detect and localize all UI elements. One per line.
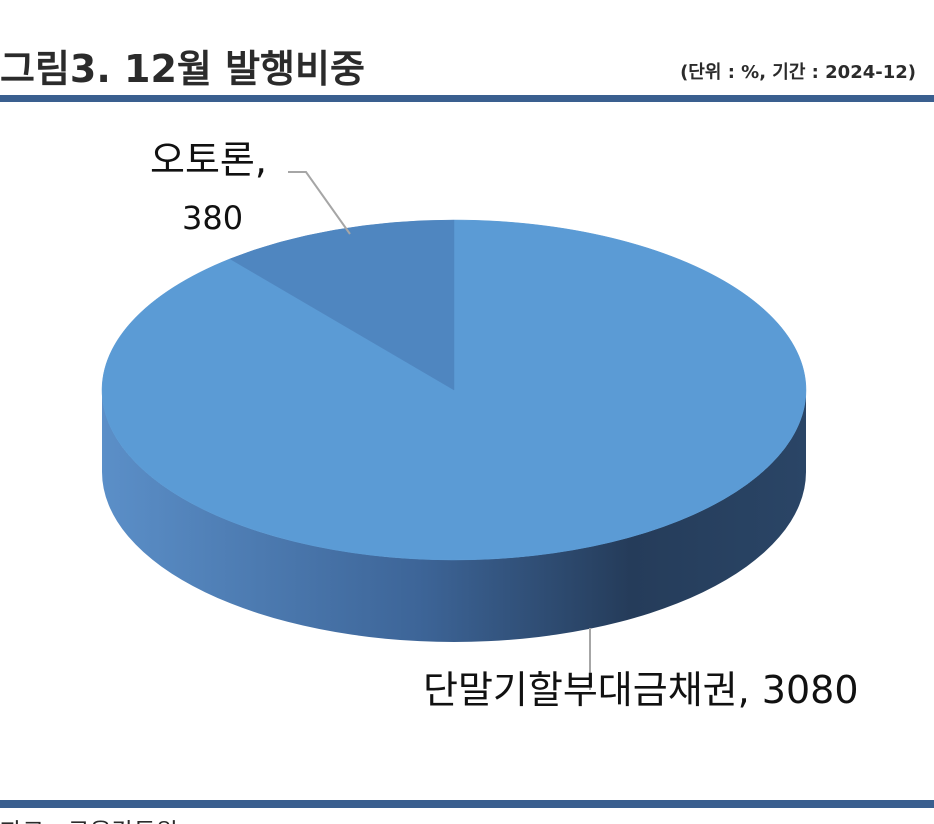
leader-line-1 — [288, 171, 351, 235]
slice-label-1-name: 오토론, — [150, 138, 267, 182]
unit-note: (단위 : %, 기간 : 2024-12) — [680, 62, 916, 83]
top-divider — [0, 95, 934, 102]
bottom-divider — [0, 800, 934, 808]
pie-slice-1 — [229, 219, 455, 391]
slice-label-0: 단말기할부대금채권, 3080 — [423, 668, 859, 712]
page-title: 그림3. 12월 발행비중 — [0, 47, 365, 91]
pie-side-wall — [102, 390, 806, 642]
slice-label-1-value: 380 — [182, 199, 243, 237]
source-note: 자료 : 금융감독원 — [0, 812, 178, 824]
